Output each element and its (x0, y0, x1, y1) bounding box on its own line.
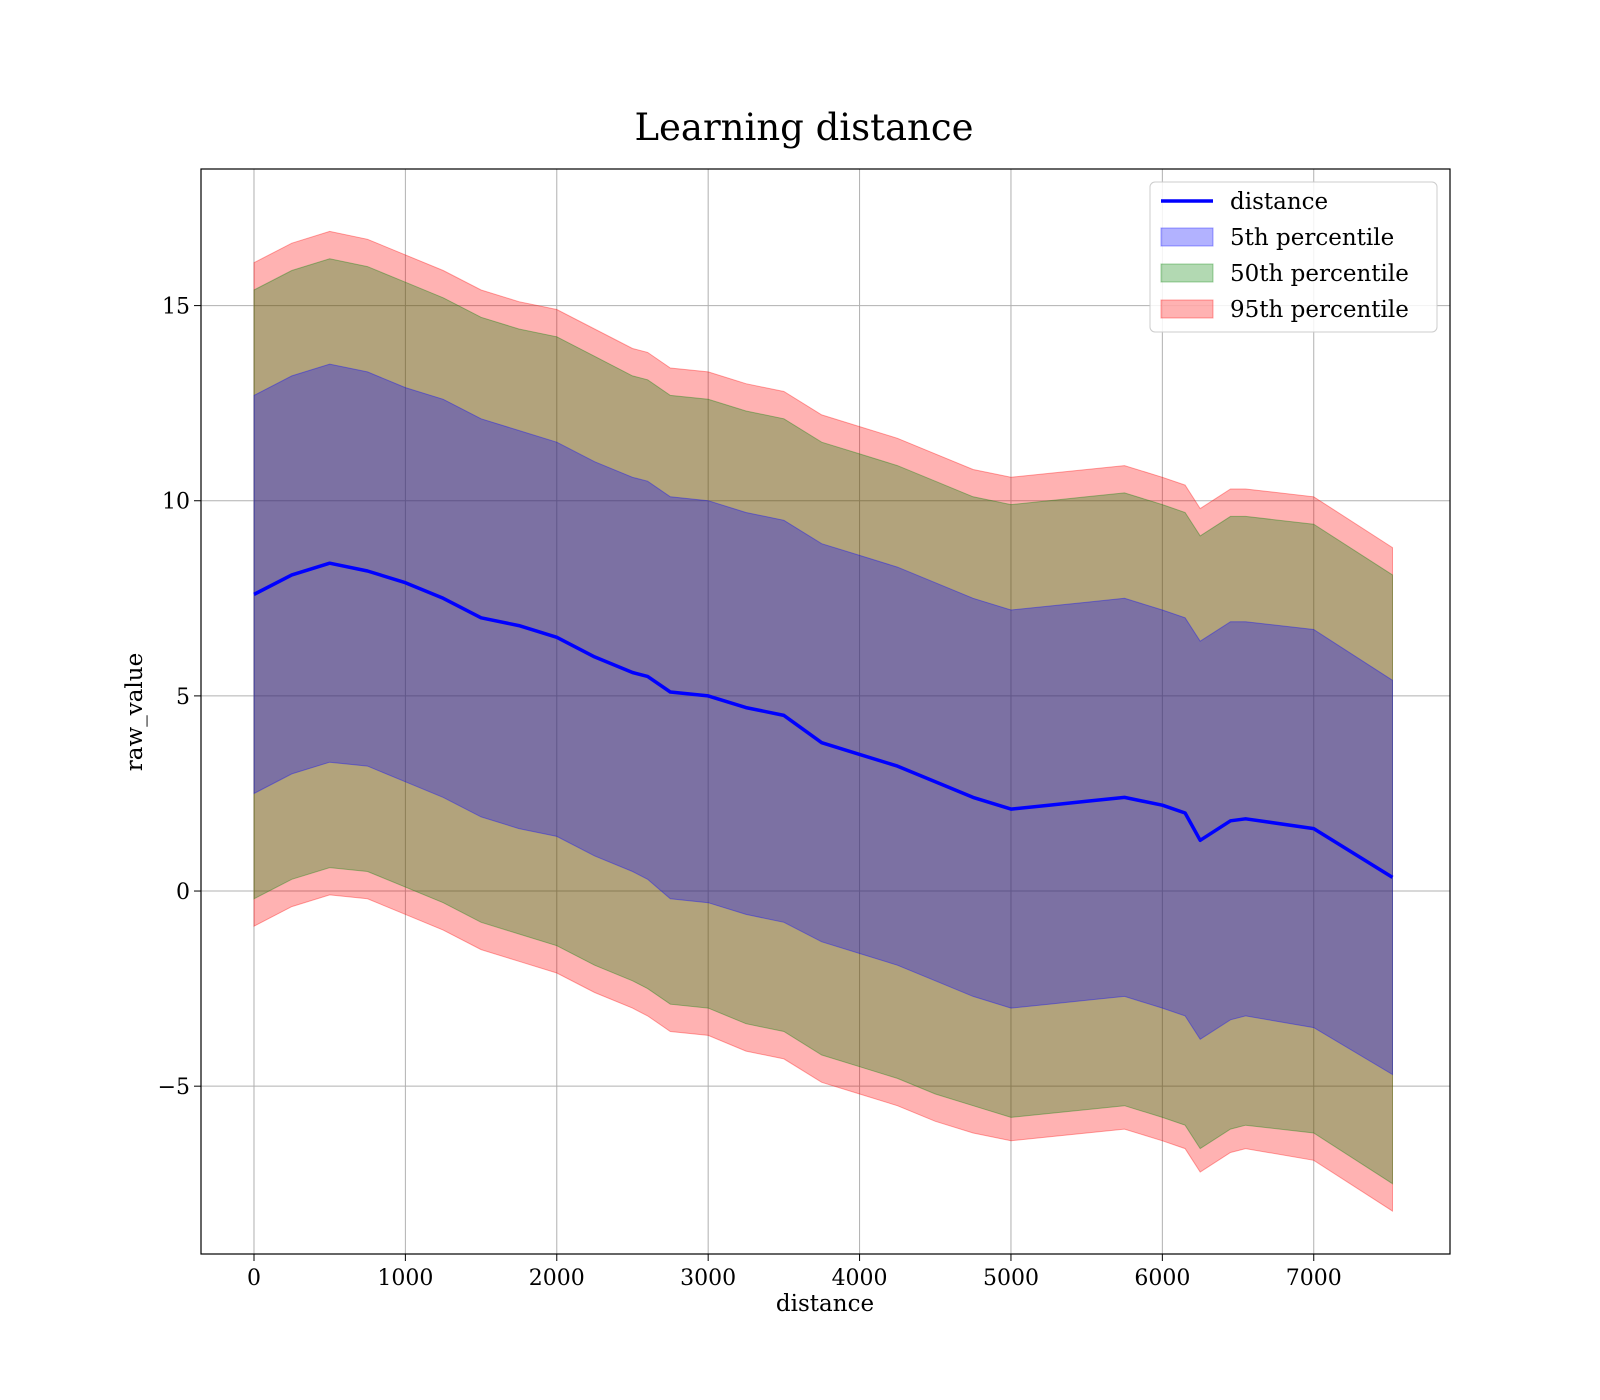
x-tick-label: 7000 (1286, 1266, 1342, 1291)
percentile-bands (253, 230, 1393, 1213)
x-tick-label: 4000 (832, 1266, 888, 1291)
legend-swatch-5th-percentile (1160, 227, 1214, 247)
x-axis-ticks: 0 1000 2000 3000 4000 5000 6000 7000 (247, 1254, 1342, 1291)
legend-label-distance: distance (1230, 189, 1328, 215)
x-tick-label: 6000 (1134, 1266, 1190, 1291)
legend-label-95th-percentile: 95th percentile (1230, 297, 1409, 323)
y-axis-ticks: −5 0 5 10 15 (158, 295, 201, 1100)
x-axis-label: distance (776, 1291, 874, 1317)
x-tick-label: 3000 (680, 1266, 736, 1291)
y-tick-label: −5 (158, 1075, 190, 1100)
y-tick-label: 15 (162, 295, 190, 320)
x-tick-label: 0 (247, 1266, 261, 1291)
grid (201, 169, 1450, 1254)
x-tick-label: 2000 (529, 1266, 585, 1291)
legend-swatch-50th-percentile (1160, 263, 1214, 283)
legend-box (1149, 181, 1438, 333)
legend-label-5th-percentile: 5th percentile (1230, 225, 1394, 251)
band-50th-percentile (253, 258, 1393, 1185)
x-tick-label: 5000 (983, 1266, 1039, 1291)
band-95th-percentile (253, 230, 1393, 1213)
chart-title: Learning distance (634, 106, 973, 149)
y-tick-label: 5 (176, 685, 190, 710)
legend-swatch-95th-percentile (1160, 299, 1214, 319)
y-tick-label: 0 (176, 880, 190, 905)
y-axis-label: raw_value (122, 653, 148, 771)
legend: distance 5th percentile 50th percentile 95t… (1149, 181, 1438, 333)
line-distance (253, 561, 1394, 879)
plot-frame (200, 168, 1451, 1255)
y-tick-label: 10 (162, 490, 190, 515)
legend-label-50th-percentile: 50th percentile (1230, 261, 1409, 287)
band-5th-percentile (253, 363, 1393, 1076)
x-tick-label: 1000 (377, 1266, 433, 1291)
data-lines (253, 561, 1394, 879)
